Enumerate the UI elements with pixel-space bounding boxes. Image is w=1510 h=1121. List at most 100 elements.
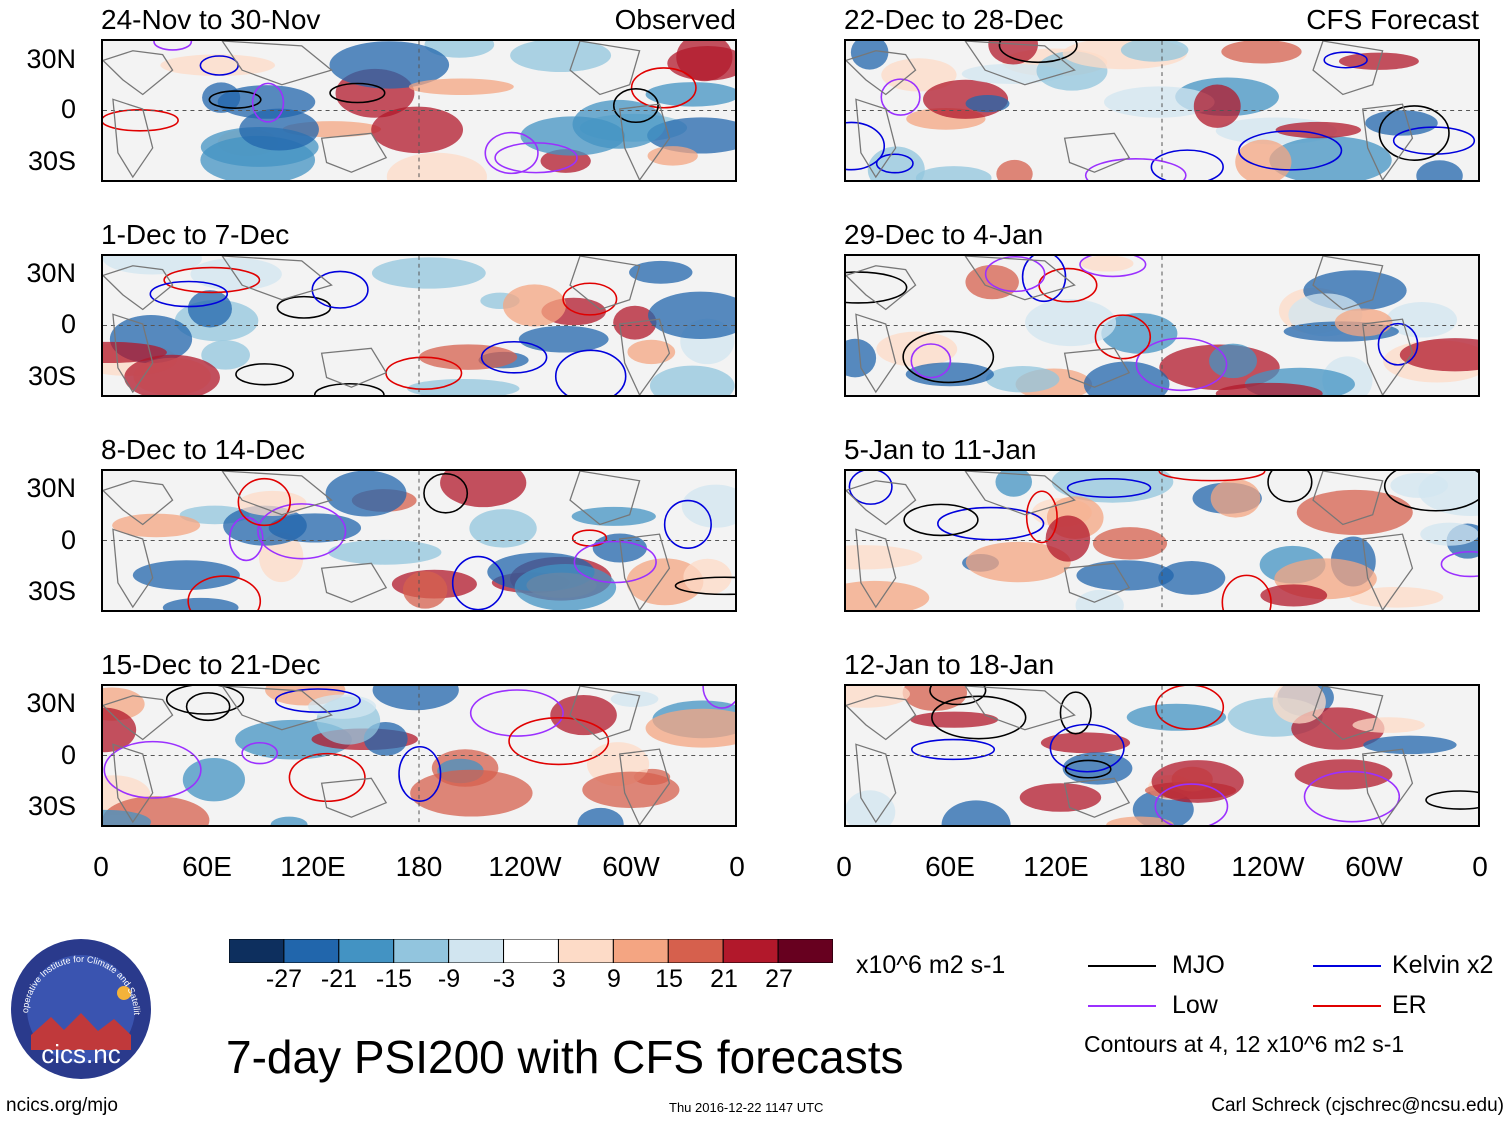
psi-anomaly-area [1363, 735, 1457, 755]
colorbar-swatch [448, 938, 505, 964]
coastline [569, 471, 641, 526]
lat-label: 30N [26, 688, 76, 718]
coastline [1362, 748, 1414, 825]
coastline [103, 50, 174, 96]
psi-anomaly-area [627, 339, 676, 365]
psi-anomaly-area [846, 686, 910, 708]
colorbar-label: -3 [492, 965, 516, 993]
colorbar-units: x10^6 m2 s-1 [856, 951, 1006, 979]
psi-anomaly-area [372, 686, 459, 711]
colorbar-label: -9 [437, 965, 461, 993]
psi-anomaly-area [132, 560, 240, 590]
psi-anomaly-area [1106, 816, 1174, 825]
coastline [855, 528, 897, 609]
contour-line [1059, 691, 1092, 735]
psi-anomaly-area [850, 41, 889, 70]
lon-label: 0 [836, 851, 852, 882]
contour-line [469, 689, 564, 737]
psi-anomaly-area [1040, 732, 1131, 754]
coastline [320, 132, 388, 173]
lon-label: 0 [729, 851, 745, 882]
psi-anomaly-area [1103, 86, 1215, 118]
psi-anomaly-area [419, 344, 518, 370]
psi-anomaly-area [995, 471, 1033, 497]
lat-label: 30S [27, 791, 76, 821]
psi-anomaly-area [325, 471, 407, 517]
coastline [112, 98, 154, 179]
coastline [112, 743, 154, 824]
lat-label: 0 [60, 525, 76, 555]
contour-line [103, 109, 179, 132]
contour-line [149, 280, 229, 308]
psi-anomaly-area [371, 257, 486, 289]
psi-anomaly-area [1390, 472, 1448, 498]
contour-line [398, 745, 442, 802]
lat-label: 0 [60, 94, 76, 124]
colorbar-label: 27 [765, 965, 793, 993]
coastline [320, 347, 388, 388]
contour-line [1038, 267, 1098, 303]
forecast-label: CFS Forecast [1306, 4, 1479, 35]
coastline [964, 256, 1076, 301]
map-panel [101, 39, 737, 182]
psi-anomaly-area [846, 790, 896, 825]
psi-anomaly-area [647, 117, 735, 154]
contour-line [165, 686, 245, 715]
psi-anomaly-area [571, 506, 656, 526]
coastline [619, 533, 671, 610]
contour-line [1155, 686, 1225, 730]
coastline [1312, 471, 1384, 526]
lon-label: 60E [925, 851, 975, 882]
panel-title-4: 15-Dec to 21-Dec [101, 649, 321, 680]
contour-line [1377, 322, 1419, 366]
coastline [855, 313, 897, 394]
psi-anomaly-area [1272, 686, 1326, 724]
psi-anomaly-area [649, 365, 735, 395]
colorbar-swatch [228, 938, 285, 964]
map-panel [844, 39, 1480, 182]
panel-title-3: 8-Dec to 14-Dec [101, 434, 305, 465]
contour-line [235, 363, 294, 386]
contour-line [1221, 574, 1272, 610]
psi-anomaly-area [1334, 308, 1393, 337]
panel-title-6: 29-Dec to 4-Jan [844, 219, 1044, 250]
contour-line [208, 90, 262, 109]
psi-anomaly-area [915, 166, 992, 180]
psi-anomaly-area [329, 41, 450, 89]
psi-anomaly-area [424, 41, 495, 58]
psi-anomaly-area [124, 354, 220, 395]
contour-line [931, 695, 1027, 740]
psi-anomaly-area [846, 545, 923, 570]
psi-anomaly-area [1092, 527, 1168, 560]
psi-anomaly-area [201, 340, 250, 370]
coastline [320, 777, 388, 818]
coastline [1362, 103, 1414, 180]
coastline [103, 480, 174, 526]
cics-logo: Cooperative Institute for Climate and Sa… [3, 927, 156, 1080]
psi-anomaly-area [1386, 301, 1458, 338]
psi-anomaly-area [187, 290, 232, 328]
contour-line [1094, 314, 1152, 360]
psi-anomaly-area [469, 509, 537, 548]
lat-label: 0 [60, 740, 76, 770]
psi-anomaly-area [440, 471, 527, 508]
coastline [320, 562, 388, 603]
lat-label: 30S [27, 576, 76, 606]
psi-anomaly-area [1076, 560, 1174, 591]
contour-line [612, 88, 659, 124]
legend-line-low [1088, 1005, 1156, 1007]
lon-label: 60E [182, 851, 232, 882]
contour-line [508, 717, 610, 766]
psi-anomaly-area [410, 769, 533, 817]
psi-anomaly-area [1416, 160, 1463, 180]
coastline [569, 256, 641, 311]
psi-anomaly-area [941, 800, 1011, 825]
contour-line [480, 340, 548, 374]
contour-line [1049, 723, 1125, 773]
psi-anomaly-area [610, 691, 659, 707]
contour-line [329, 82, 386, 104]
psi-anomaly-area [402, 571, 448, 609]
lat-label: 30N [26, 44, 76, 74]
psi-anomaly-area [582, 771, 680, 808]
coastline [1362, 533, 1414, 610]
